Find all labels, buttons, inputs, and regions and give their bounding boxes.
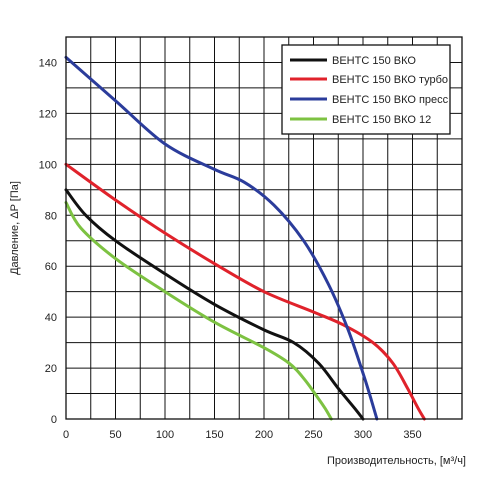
y-tick-label: 20: [45, 363, 57, 375]
x-tick-label: 0: [63, 429, 69, 441]
y-axis-label: Давление, ΔP [Па]: [9, 181, 21, 275]
legend-label: ВЕНТС 150 ВКО 12: [332, 114, 431, 126]
legend: ВЕНТС 150 ВКО ВЕНТС 150 ВКО турбо ВЕНТС …: [281, 44, 451, 135]
legend-entry: ВЕНТС 150 ВКО турбо: [290, 74, 448, 86]
x-tick-label: 300: [354, 429, 372, 441]
y-tick-labels: 0 20 40 60 80 100 120 140: [39, 57, 57, 426]
y-tick-label: 60: [45, 261, 57, 273]
legend-entry: ВЕНТС 150 ВКО 12: [290, 114, 431, 126]
legend-label: ВЕНТС 150 ВКО турбо: [332, 74, 448, 86]
x-tick-label: 150: [205, 429, 223, 441]
legend-entry: ВЕНТС 150 ВКО: [290, 55, 416, 67]
series-line-green: [64, 201, 333, 421]
x-tick-label: 100: [156, 429, 174, 441]
series-line-red: [64, 162, 426, 421]
series-lines: [64, 55, 426, 421]
x-tick-label: 200: [255, 429, 273, 441]
x-axis-label: Производительность, [м³/ч]: [327, 455, 466, 467]
y-tick-label: 40: [45, 312, 57, 324]
series-line-black: [64, 188, 365, 421]
x-tick-labels: 0 50 100 150 200 250 300 350: [63, 429, 422, 441]
y-tick-label: 140: [39, 57, 57, 69]
y-tick-label: 80: [45, 210, 57, 222]
legend-entry: ВЕНТС 150 ВКО пресс: [290, 94, 449, 106]
legend-label: ВЕНТС 150 ВКО: [332, 55, 416, 67]
x-tick-label: 50: [109, 429, 121, 441]
x-tick-label: 350: [403, 429, 421, 441]
x-tick-label: 250: [304, 429, 322, 441]
y-tick-label: 100: [39, 159, 57, 171]
series-line-blue: [64, 55, 379, 421]
y-tick-label: 120: [39, 108, 57, 120]
y-tick-label: 0: [51, 414, 57, 426]
plot-frame: [65, 36, 463, 420]
legend-label: ВЕНТС 150 ВКО пресс: [332, 94, 449, 106]
